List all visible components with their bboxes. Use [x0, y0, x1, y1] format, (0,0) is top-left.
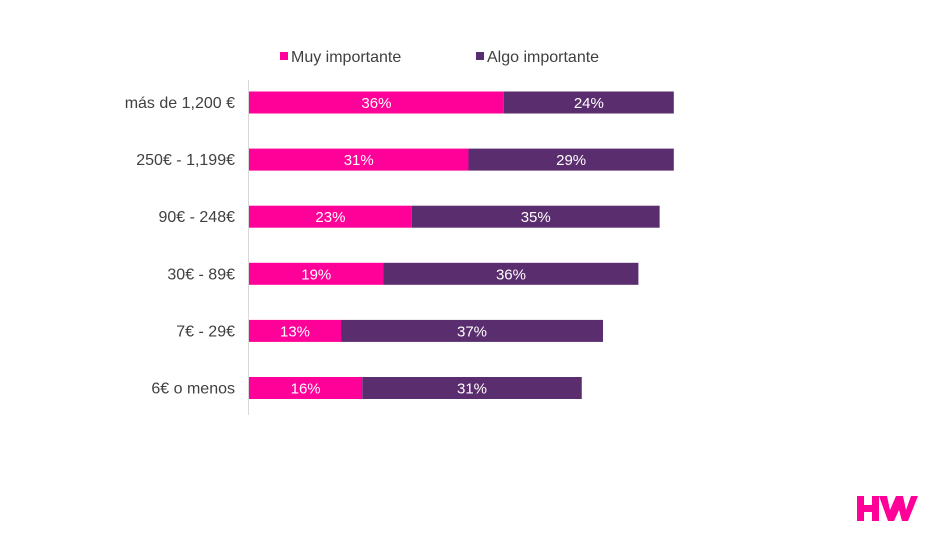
bar-segment-algo-importante	[468, 148, 674, 171]
bar-data-label: 23%	[315, 209, 345, 226]
bar-data-label: 24%	[574, 95, 604, 112]
bar-data-label: 31%	[457, 381, 487, 398]
bar-segment-muy-importante	[249, 91, 504, 114]
bar-segment-muy-importante	[249, 319, 342, 342]
category-label: 30€ - 89€	[167, 266, 235, 283]
category-label: más de 1,200 €	[125, 95, 235, 112]
bar-segment-muy-importante	[249, 262, 384, 285]
bar-segment-muy-importante	[249, 205, 412, 228]
bar-segment-muy-importante	[249, 377, 363, 399]
bars	[249, 91, 674, 399]
category-label: 6€ o menos	[151, 381, 235, 398]
bar-data-label: 19%	[301, 266, 331, 283]
legend-label: Algo importante	[487, 49, 599, 66]
bar-data-label: 36%	[496, 266, 526, 283]
bar-data-label: 13%	[280, 323, 310, 340]
bar-segment-algo-importante	[383, 262, 639, 285]
bar-data-label: 29%	[556, 152, 586, 169]
bar-data-label: 31%	[344, 152, 374, 169]
legend-swatch	[476, 52, 484, 60]
legend: Muy importante Algo importante	[280, 49, 599, 66]
bar-segment-muy-importante	[249, 148, 469, 171]
bar-data-label: 16%	[291, 381, 321, 398]
hw-logo	[857, 496, 918, 521]
category-label: 250€ - 1,199€	[136, 152, 235, 169]
bar-data-label: 36%	[361, 95, 391, 112]
bar-segment-algo-importante	[362, 377, 582, 399]
bar-data-label: 37%	[457, 323, 487, 340]
legend-swatch	[280, 52, 288, 60]
category-label: 90€ - 248€	[158, 209, 235, 226]
bar-segment-algo-importante	[411, 205, 660, 228]
category-label: 7€ - 29€	[176, 323, 235, 340]
category-labels: más de 1,200 € 250€ - 1,199€ 90€ - 248€ 30€…	[125, 95, 235, 398]
bar-data-label: 35%	[521, 209, 551, 226]
bar-data-labels: 36% 24% 31% 29% 23% 35% 19% 36% 13% 37% 16% 31%	[280, 95, 604, 398]
bar-segment-algo-importante	[503, 91, 674, 114]
legend-label: Muy importante	[291, 49, 401, 66]
bar-segment-algo-importante	[341, 319, 603, 342]
